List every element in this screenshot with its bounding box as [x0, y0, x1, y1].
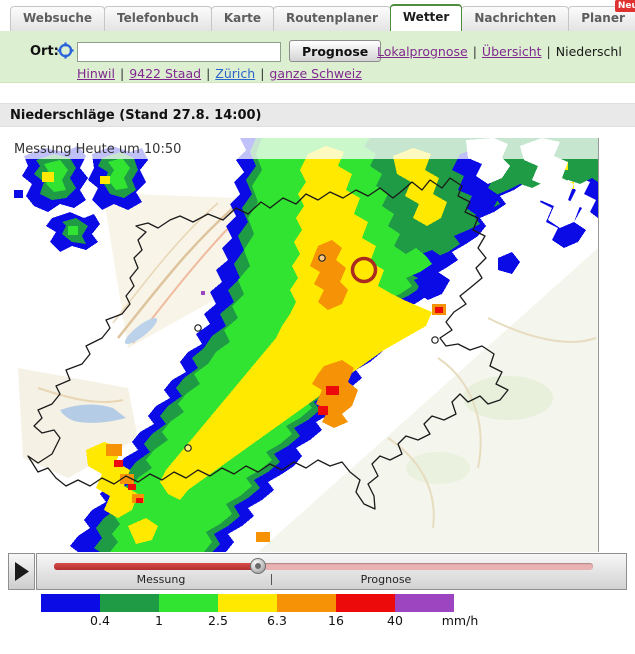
- link-separator: |: [260, 66, 265, 81]
- tab-websuche[interactable]: Websuche: [10, 6, 106, 31]
- radar-map[interactable]: Messung Heute um 10:50: [8, 138, 599, 552]
- legend-label: 40: [387, 613, 403, 628]
- link-separator: |: [546, 44, 551, 59]
- link-9422-staad[interactable]: 9422 Staad: [129, 66, 202, 81]
- legend-swatch-green: [159, 594, 218, 612]
- slider-divider: [271, 574, 272, 585]
- swiss-border: [27, 177, 509, 510]
- legend-label: 16: [328, 613, 344, 628]
- tab-telefonbuch[interactable]: Telefonbuch: [104, 6, 212, 31]
- slider-track[interactable]: [54, 563, 593, 570]
- play-button[interactable]: [8, 553, 35, 590]
- legend: 0.4 1 2.5 6.3 16 40 mm/h: [41, 594, 601, 634]
- radar-map-image: Messung Heute um 10:50: [8, 138, 598, 552]
- search-bar: Ort: Prognose Lokalprognose | Übersicht | Ni…: [0, 31, 635, 83]
- legend-label: 6.3: [267, 613, 287, 628]
- legend-swatch-red: [336, 594, 395, 612]
- legend-label: 2.5: [208, 613, 228, 628]
- slider-fill: [54, 563, 258, 570]
- tab-routenplaner[interactable]: Routenplaner: [273, 6, 391, 31]
- tab-bar: Websuche Telefonbuch Karte Routenplaner …: [0, 0, 635, 31]
- city-markers: [184, 254, 439, 452]
- legend-label: 0.4: [90, 613, 110, 628]
- legend-swatch-yellow: [218, 594, 277, 612]
- quick-links: Hinwil | 9422 Staad | Zürich | ganze Schweiz: [77, 66, 362, 81]
- ort-label: Ort:: [30, 44, 59, 59]
- tab-karte[interactable]: Karte: [210, 6, 275, 31]
- prognose-button[interactable]: Prognose: [289, 40, 382, 62]
- player-bar: Messung Prognose: [8, 553, 627, 590]
- section-header: Niederschläge (Stand 27.8. 14:00): [0, 103, 635, 127]
- legend-swatch-darkgreen: [100, 594, 159, 612]
- tab-planer[interactable]: Planer Neu: [568, 0, 635, 31]
- tab-wetter[interactable]: Wetter: [389, 4, 463, 31]
- mode-links: Lokalprognose | Übersicht | Niederschl: [377, 44, 622, 59]
- tab-nachrichten[interactable]: Nachrichten: [461, 6, 570, 31]
- link-separator: |: [472, 44, 477, 59]
- lake-neuchatel: [124, 317, 158, 345]
- link-zuerich[interactable]: Zürich: [215, 66, 256, 81]
- link-ganze-schweiz[interactable]: ganze Schweiz: [269, 66, 362, 81]
- lake-geneva: [60, 404, 126, 423]
- link-lokalprognose[interactable]: Lokalprognose: [377, 44, 468, 59]
- legend-unit: mm/h: [441, 613, 479, 628]
- timeline-slider: Messung Prognose: [36, 553, 627, 590]
- legend-swatch-blue: [41, 594, 100, 612]
- location-marker[interactable]: [350, 256, 378, 284]
- map-overlay: Messung Heute um 10:50: [8, 138, 598, 159]
- link-hinwil[interactable]: Hinwil: [77, 66, 115, 81]
- measure-label: Messung: [136, 573, 186, 586]
- legend-label: 1: [155, 613, 163, 628]
- play-icon: [15, 562, 29, 581]
- link-uebersicht[interactable]: Übersicht: [481, 44, 542, 59]
- forecast-label: Prognose: [360, 573, 412, 586]
- link-separator: |: [119, 66, 125, 81]
- neu-badge: Neu: [614, 0, 635, 12]
- tab-planer-label: Planer: [581, 11, 625, 25]
- legend-swatch-orange: [277, 594, 336, 612]
- link-niederschlaege: Niederschl: [555, 44, 622, 59]
- legend-swatches: [41, 594, 601, 612]
- link-separator: |: [206, 66, 211, 81]
- locate-icon[interactable]: [57, 42, 74, 59]
- legend-swatch-purple: [395, 594, 454, 612]
- map-overlay-label: Messung Heute um 10:50: [14, 142, 181, 157]
- page-title: Niederschläge (Stand 27.8. 14:00): [10, 108, 262, 123]
- ort-input[interactable]: [77, 42, 281, 62]
- slider-knob[interactable]: [250, 558, 266, 574]
